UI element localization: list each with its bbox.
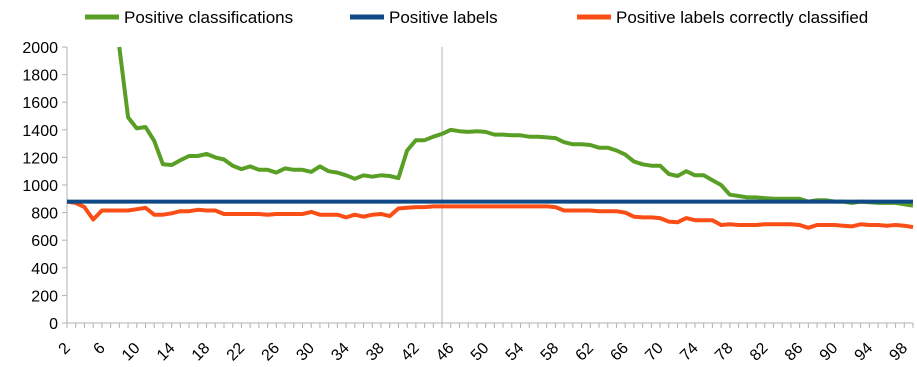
x-tick-label: 50 — [468, 340, 493, 365]
x-tick-label: 66 — [607, 340, 632, 365]
y-tick-label: 1200 — [22, 150, 58, 167]
x-tick-label: 26 — [259, 340, 284, 365]
x-tick-label: 46 — [433, 340, 458, 365]
y-tick-label: 800 — [31, 206, 58, 223]
x-tick-label: 70 — [642, 340, 667, 365]
legend-label: Positive classifications — [124, 8, 293, 27]
y-tick-label: 200 — [31, 288, 58, 305]
x-tick-label: 58 — [538, 340, 563, 365]
chart-legend: Positive classifications Positive labels P… — [85, 8, 868, 27]
x-tick-label: 10 — [119, 340, 144, 365]
x-tick-label: 94 — [852, 340, 877, 365]
x-tick-label: 14 — [154, 340, 179, 365]
x-tick-label: 98 — [887, 340, 912, 365]
x-tick-label: 42 — [398, 340, 423, 365]
y-tick-label: 1000 — [22, 178, 58, 195]
legend-label: Positive labels — [389, 8, 498, 27]
x-tick-label: 74 — [677, 340, 702, 365]
legend-label: Positive labels correctly classified — [616, 8, 868, 27]
x-tick-label: 82 — [747, 340, 772, 365]
y-tick-label: 0 — [49, 316, 58, 333]
x-tick-label: 62 — [573, 340, 598, 365]
x-tick-label: 2 — [56, 340, 74, 358]
x-tick-label: 38 — [363, 340, 388, 365]
y-tick-label: 400 — [31, 261, 58, 278]
x-tick-label: 30 — [293, 340, 318, 365]
x-tick-label: 34 — [328, 340, 353, 365]
x-tick-label: 54 — [503, 340, 528, 365]
x-tick-label: 86 — [782, 340, 807, 365]
series-lines — [66, 46, 914, 230]
x-tick-label: 78 — [712, 340, 737, 365]
y-tick-label: 2000 — [22, 40, 58, 57]
y-tick-label: 1800 — [22, 68, 58, 85]
x-tick-label: 22 — [224, 340, 249, 365]
y-axis-tick-labels: 0 200 400 600 800 1000 1200 1400 1600 1800 2000 — [22, 40, 58, 333]
y-tick-label: 600 — [31, 233, 58, 250]
x-tick-label: 6 — [90, 340, 108, 358]
series-line-positive-classifications — [117, 46, 914, 208]
series-line-positive-labels-correctly-classified — [66, 199, 914, 230]
x-tick-label: 18 — [189, 340, 214, 365]
y-tick-label: 1400 — [22, 123, 58, 140]
x-tick-label: 90 — [817, 340, 842, 365]
y-tick-label: 1600 — [22, 95, 58, 112]
chart-axes — [62, 46, 914, 328]
x-axis-tick-labels: 2 6 10 14 18 22 26 30 34 38 42 46 50 54 58 62 66 70 74 78 82… — [56, 340, 912, 365]
